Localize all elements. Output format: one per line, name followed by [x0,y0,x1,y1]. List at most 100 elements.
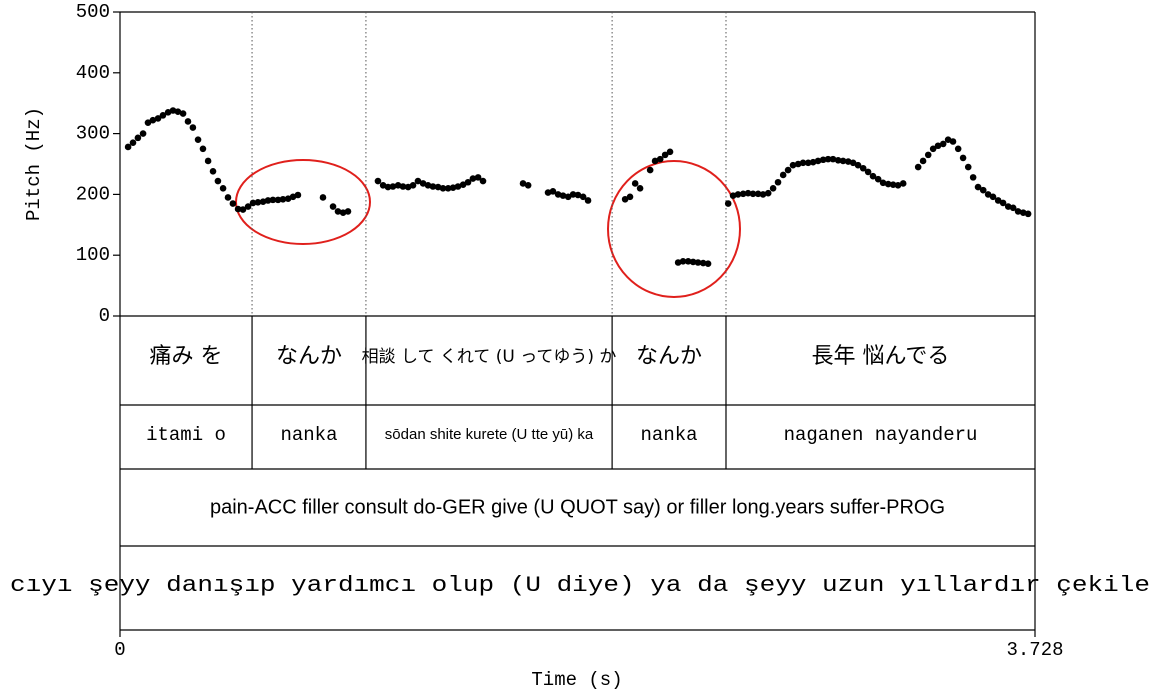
y-tick-label: 200 [76,183,110,205]
pitch-point [849,159,857,167]
tier-text: nanka [280,424,337,446]
pitch-point [989,193,997,201]
pitch-point [684,257,692,265]
pitch-point [929,145,937,153]
pitch-point [214,177,222,185]
pitch-point [984,191,992,198]
pitch-point [999,199,1007,207]
pitch-point [409,181,417,189]
x-tick-label: 3.728 [1006,639,1063,661]
pitch-point [939,140,947,148]
pitch-point [839,157,847,165]
y-tick-label: 100 [76,244,110,266]
pitch-point [974,183,982,191]
pitch-point [964,163,972,171]
pitch-point [834,157,842,164]
pitch-point [754,190,762,198]
pitch-point [924,151,932,159]
pitch-point [569,191,577,198]
pitch-point [824,155,832,163]
y-tick-label: 0 [99,305,110,327]
pitch-point [549,188,557,195]
pitch-point [879,179,887,187]
tier-text: cıyı şeyy danışıp yardımcı olup (U diye)… [10,573,1150,598]
pitch-point [914,163,922,171]
pitch-point [374,177,382,185]
pitch-point [884,180,892,188]
pitch-point [224,194,232,201]
pitch-point [899,180,907,187]
pitch-point [864,168,872,176]
pitch-point [429,183,437,190]
pitch-point [749,190,757,198]
pitch-point [464,178,472,186]
pitch-point [294,191,302,199]
pitch-point [184,118,192,125]
pitch-point [204,157,212,165]
pitch-point [144,119,152,126]
pitch-point [699,259,707,267]
pitch-point [479,177,487,185]
pitch-point [199,145,207,153]
pitch-point [154,115,162,122]
frame [119,11,1036,631]
pitch-point [859,164,867,172]
pitch-point [739,190,747,198]
pitch-point [724,200,732,207]
pitch-point [819,156,827,164]
pitch-point [179,110,187,117]
pitch-point [414,177,422,185]
pitch-point [656,155,664,163]
pitch-point [949,138,957,145]
highlight-ellipse [607,160,741,298]
pitch-point [789,161,797,169]
pitch-point [524,181,532,189]
pitch-point [249,199,257,207]
pitch-point [769,185,777,192]
tier-text: なんか [636,344,702,369]
tier-text: なんか [276,344,342,369]
pitch-point [174,108,182,116]
pitch-point [559,192,567,199]
tier-text: itami o [146,424,226,446]
tier-text: 痛み を [150,344,223,369]
pitch-point [651,157,659,165]
pitch-point [444,185,452,192]
pitch-point [254,199,262,206]
pitch-point [636,185,644,192]
pitch-point [244,203,252,210]
pitch-point [579,193,587,201]
pitch-point [519,180,527,187]
pitch-point [269,196,277,204]
y-tick-label: 300 [76,123,110,145]
pitch-point [134,134,142,142]
pitch-point [139,130,147,137]
pitch-point [384,183,392,191]
pitch-point [679,257,687,265]
pitch-point [189,124,197,131]
tier-text: pain-ACC filler consult do-GER give (U Q… [210,496,945,518]
pitch-point [994,197,1002,204]
pitch-point [621,195,629,203]
pitch-point [689,258,697,266]
pitch-point [814,157,822,165]
pitch-point [854,161,862,169]
pitch-point [334,208,342,215]
pitch-point [219,185,227,192]
pitch-point [954,145,962,153]
x-axis-label: Time (s) [531,669,622,691]
tier-text: naganen nayanderu [784,424,978,446]
pitch-point [1009,204,1017,212]
pitch-point [799,159,807,167]
pitch-point [934,142,942,150]
pitch-point [646,166,654,174]
pitch-point [239,206,247,213]
pitch-point [274,196,282,204]
pitch-point [264,197,272,204]
pitch-point [889,181,897,188]
pitch-point [439,185,447,192]
pitch-point [124,143,132,151]
pitch-point [661,151,669,159]
pitch-point [129,139,137,147]
